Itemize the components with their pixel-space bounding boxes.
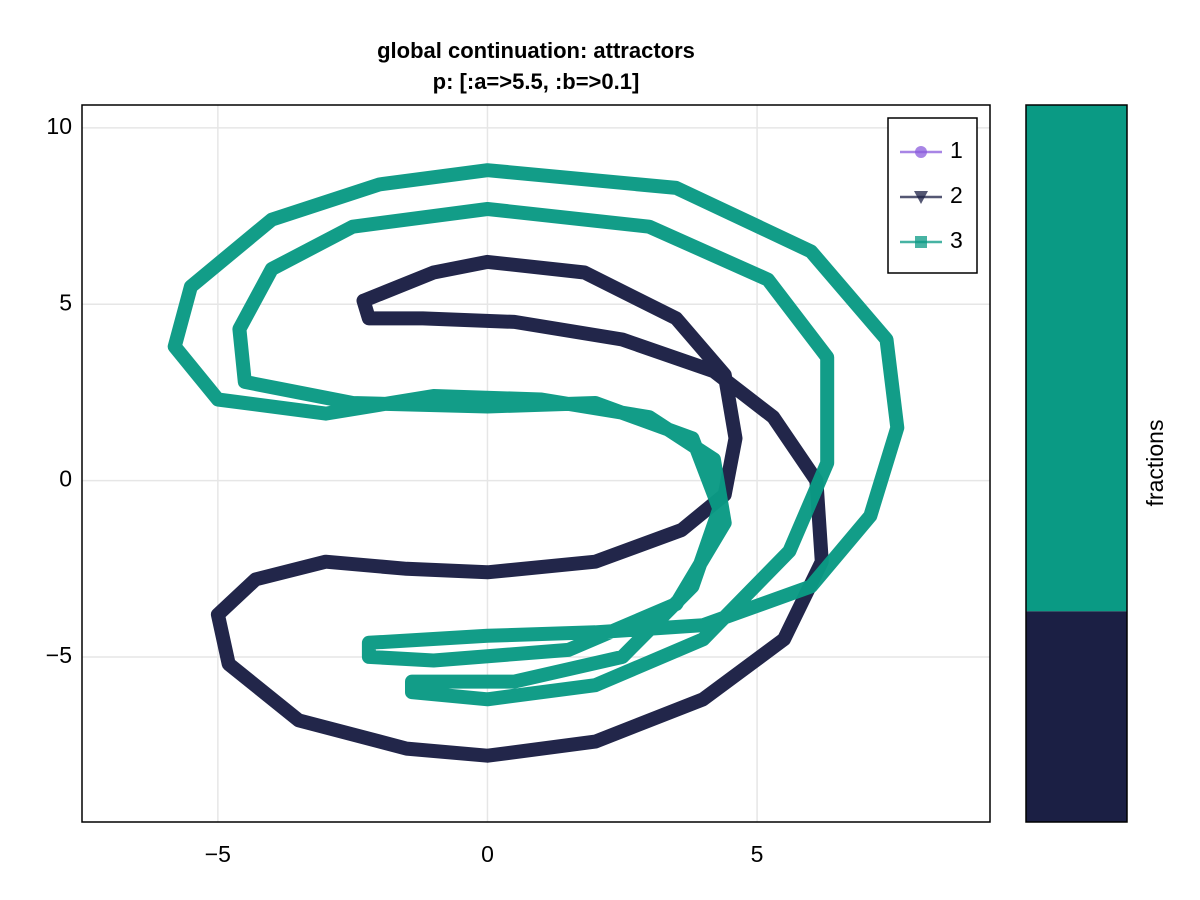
x-tick-label: 5 xyxy=(751,841,764,867)
y-tick-label: 0 xyxy=(59,466,72,492)
x-tick-label: −5 xyxy=(205,841,231,867)
legend-marker xyxy=(915,236,927,248)
legend-label: 3 xyxy=(950,227,963,253)
chart-title: global continuation: attractors xyxy=(377,38,695,63)
y-tick-label: −5 xyxy=(46,642,72,668)
fraction-bar xyxy=(1026,105,1127,612)
chart-subtitle: p: [:a=>5.5, :b=>0.1] xyxy=(433,69,640,94)
fraction-bar xyxy=(1026,611,1127,822)
attractor-trajectory xyxy=(210,254,829,763)
legend-label: 1 xyxy=(950,137,963,163)
attractor-trajectory xyxy=(167,163,905,707)
legend-marker xyxy=(914,191,928,204)
y-tick-label: 5 xyxy=(59,289,72,315)
legend-marker xyxy=(915,146,927,158)
plot-frame xyxy=(81,104,991,823)
legend-box xyxy=(887,117,978,274)
colorbar-frame xyxy=(1025,104,1128,823)
bar-axis-label: fractions xyxy=(1142,420,1168,507)
legend-label: 2 xyxy=(950,182,963,208)
y-tick-label: 10 xyxy=(46,113,72,139)
x-tick-label: 0 xyxy=(481,841,494,867)
